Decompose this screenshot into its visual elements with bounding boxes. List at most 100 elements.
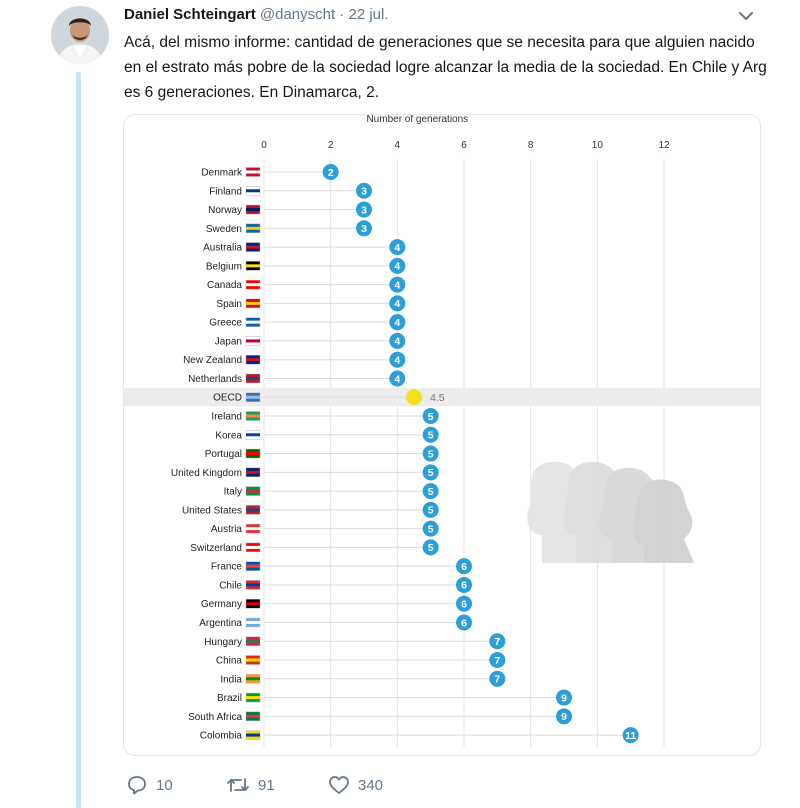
chart-marks: Denmark 2 Finland 3 Norway 3 Sweden 3 Australia 4… [171, 164, 639, 744]
point-denmark [322, 164, 339, 180]
category-label-denmark: Denmark [201, 168, 243, 179]
value-label-switzerland: 5 [428, 542, 434, 554]
separator-dot: · [339, 6, 345, 23]
category-label-south-africa: South Africa [188, 712, 242, 723]
flag-new-zealand [245, 354, 261, 365]
point-austria [422, 520, 439, 537]
category-label-colombia: Colombia [200, 731, 243, 742]
point-greece [389, 314, 406, 331]
generations-chart: Number of generations 0 2 4 6 8 10 12 Denmark 2 F… [124, 115, 760, 747]
tweet-text: Acá, del mismo informe: cantidad de gene… [124, 34, 767, 101]
flag-united-kingdom [245, 467, 261, 478]
flag-belgium [245, 261, 261, 271]
value-label-sweden: 3 [361, 223, 367, 235]
flag-finland [245, 186, 261, 196]
point-belgium [389, 257, 406, 274]
like-button[interactable]: 340 [328, 772, 383, 798]
category-label-italy: Italy [224, 487, 242, 498]
flag-france [245, 561, 261, 571]
highlight-band-oecd [124, 388, 760, 407]
flag-argentina [245, 617, 261, 628]
flag-china [245, 655, 261, 665]
point-oecd [406, 389, 422, 406]
value-label-new-zealand: 4 [394, 355, 400, 367]
x-tick-2: 2 [328, 140, 334, 151]
avatar[interactable] [51, 6, 109, 64]
category-label-china: China [216, 656, 243, 667]
category-label-japan: Japan [215, 336, 242, 347]
flag-south-africa [245, 711, 261, 722]
category-label-united-states: United States [182, 505, 242, 516]
flag-switzerland [245, 542, 261, 553]
value-label-italy: 5 [428, 486, 434, 498]
tweet-menu-button[interactable] [736, 8, 756, 24]
point-canada [389, 276, 406, 293]
tweet-date[interactable]: 22 jul. [348, 6, 389, 23]
point-australia [389, 239, 406, 256]
flag-spain [245, 298, 261, 309]
flag-germany [245, 598, 261, 609]
flag-brazil [245, 692, 261, 703]
category-label-switzerland: Switzerland [190, 543, 242, 554]
value-label-china: 7 [494, 655, 500, 667]
flag-austria [245, 523, 261, 534]
flag-greece [245, 317, 261, 327]
value-label-japan: 4 [394, 336, 400, 348]
tweet-actions: 10 91 340 [126, 772, 506, 798]
point-hungary [489, 633, 506, 650]
category-label-portugal: Portugal [205, 449, 242, 460]
category-label-greece: Greece [209, 318, 242, 329]
value-label-australia: 4 [394, 242, 400, 254]
author-name[interactable]: Daniel Schteingart [124, 6, 256, 23]
value-label-united-kingdom: 5 [428, 467, 434, 479]
chevron-down-icon [739, 12, 753, 20]
x-tick-12: 12 [658, 140, 670, 151]
author-handle[interactable]: @danyscht [259, 6, 336, 23]
point-colombia [622, 727, 639, 744]
point-italy [422, 483, 439, 500]
value-label-chile: 6 [461, 580, 467, 592]
point-brazil [556, 689, 572, 706]
flag-colombia [245, 730, 261, 740]
point-south-africa [556, 708, 572, 725]
category-label-india: India [220, 674, 242, 685]
tweet-media[interactable]: Number of generations 0 2 4 6 8 10 12 Denmark 2 F… [123, 114, 761, 756]
x-axis-title: Number of generations [366, 115, 468, 125]
point-united-kingdom [422, 464, 439, 481]
flag-united-states [245, 505, 261, 515]
category-label-netherlands: Netherlands [188, 374, 242, 385]
category-label-ireland: Ireland [211, 412, 242, 423]
value-label-germany: 6 [461, 599, 467, 611]
x-tick-0: 0 [261, 140, 267, 151]
value-label-denmark: 2 [328, 167, 334, 179]
flag-denmark [245, 167, 261, 177]
category-label-chile: Chile [219, 580, 242, 591]
point-finland [356, 182, 372, 199]
reply-icon [128, 776, 146, 795]
value-label-united-states: 5 [428, 505, 434, 517]
point-argentina [456, 614, 472, 631]
value-label-south-africa: 9 [561, 711, 567, 723]
chart-grid: Number of generations 0 2 4 6 8 10 12 [124, 115, 760, 747]
category-label-new-zealand: New Zealand [183, 355, 242, 366]
category-label-korea: Korea [215, 430, 242, 441]
retweet-button[interactable]: 91 [226, 772, 275, 798]
x-tick-10: 10 [592, 140, 604, 151]
reply-button[interactable]: 10 [126, 772, 173, 798]
value-label-hungary: 7 [494, 636, 500, 648]
category-label-hungary: Hungary [204, 637, 242, 648]
flag-chile [245, 580, 261, 590]
thread-line [76, 72, 81, 808]
flag-australia [245, 242, 261, 252]
value-label-oecd: 4.5 [430, 392, 445, 404]
x-tick-4: 4 [395, 140, 401, 151]
category-label-canada: Canada [207, 280, 242, 291]
point-france [456, 558, 472, 575]
point-chile [456, 576, 472, 593]
value-label-france: 6 [461, 561, 467, 573]
flag-ireland [245, 411, 261, 421]
value-label-belgium: 4 [394, 261, 400, 273]
like-count: 340 [358, 776, 384, 794]
category-label-australia: Australia [203, 243, 242, 254]
point-ireland [422, 408, 439, 425]
